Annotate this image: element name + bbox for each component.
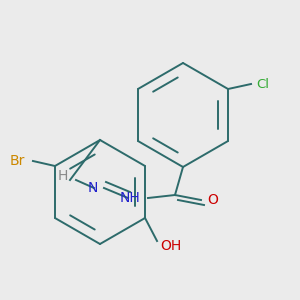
- Text: Cl: Cl: [256, 77, 269, 91]
- Text: H: H: [58, 169, 68, 183]
- Text: OH: OH: [160, 239, 181, 253]
- Text: NH: NH: [119, 191, 140, 205]
- Text: N: N: [88, 181, 98, 195]
- Text: Br: Br: [10, 154, 25, 168]
- Text: O: O: [207, 193, 218, 207]
